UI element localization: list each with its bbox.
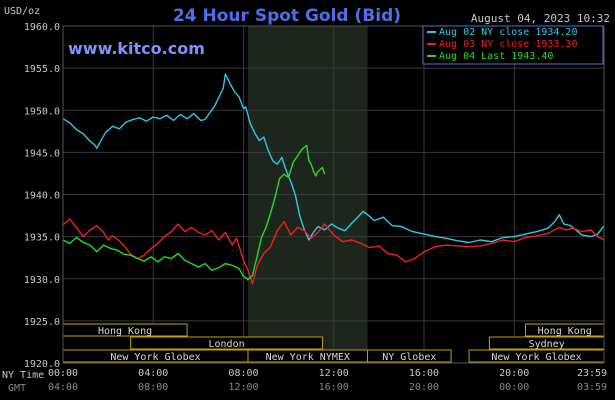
- x-tick-label-ny: 04:00: [138, 368, 168, 379]
- market-bar-label: NY Globex: [382, 352, 436, 363]
- market-bar-label: New York Globex: [110, 352, 200, 363]
- y-tick-label: 1930.0: [24, 275, 60, 286]
- y-tick-label: 1935.0: [24, 233, 60, 244]
- y-tick-label: 1955.0: [24, 64, 60, 75]
- x-tick-label-gmt: 04:00: [48, 382, 78, 393]
- legend-entry-aug04: Aug 04 Last 1943.40: [439, 51, 553, 62]
- x-axis: 00:00 04:00 04:00 08:00 08:00 12:00 12:00 16:00…: [2, 368, 607, 394]
- y-tick-label: 1945.0: [24, 148, 60, 159]
- ny-time-label: NY Time: [2, 370, 44, 381]
- plot-area: Hong Kong Hong Kong London Sydney New York G…: [62, 25, 605, 364]
- y-axis-unit: USD/oz: [4, 6, 40, 17]
- x-tick-label-ny: 12:00: [319, 368, 349, 379]
- x-tick-label-gmt: 16:00: [319, 382, 349, 393]
- series-line-aug04: [62, 144, 326, 281]
- market-bar: [367, 349, 452, 363]
- legend-entry-aug02: Aug 02 NY close 1934.20: [439, 27, 577, 38]
- y-tick-label: 1960.0: [24, 22, 60, 33]
- y-tick-label: 1925.0: [24, 317, 60, 328]
- grid-lines: [62, 25, 604, 364]
- market-bar-label: Hong Kong: [538, 326, 592, 337]
- timestamp: August 04, 2023 10:32: [471, 12, 610, 25]
- x-tick-label-ny: 20:00: [499, 368, 529, 379]
- x-tick-label-ny: 08:00: [228, 368, 258, 379]
- x-tick-label-gmt: 00:00: [499, 382, 529, 393]
- y-tick-label: 1920.0: [24, 359, 60, 370]
- x-tick-label-gmt: 12:00: [228, 382, 258, 393]
- y-tick-label: 1940.0: [24, 191, 60, 202]
- x-tick-label-ny: 23:59: [577, 368, 607, 379]
- y-tick-label: 1950.0: [24, 106, 60, 117]
- watermark: www.kitco.com: [68, 39, 205, 58]
- x-tick-label-gmt: 08:00: [138, 382, 168, 393]
- legend-box: [422, 25, 604, 65]
- y-axis: 1960.0 1955.0 1950.0 1945.0 1940.0 1935.0 1930…: [24, 22, 60, 370]
- market-bar-label: Sydney: [529, 339, 565, 350]
- market-bar-label: New York Globex: [491, 352, 581, 363]
- series-lines: [62, 73, 605, 285]
- market-bar-label: New York NYMEX: [266, 352, 350, 363]
- x-tick-label-ny: 16:00: [409, 368, 439, 379]
- chart-title: 24 Hour Spot Gold (Bid): [173, 6, 401, 26]
- x-tick-label-gmt: 20:00: [409, 382, 439, 393]
- plot-frame: [62, 25, 605, 364]
- x-tick-label-gmt: 03:59: [577, 382, 607, 393]
- legend-entry-aug03: Aug 03 NY close 1933.30: [439, 39, 577, 50]
- series-line-aug02: [62, 73, 605, 244]
- gmt-label: GMT: [8, 383, 26, 394]
- market-bar: [130, 336, 323, 350]
- market-bar-label: Hong Kong: [98, 326, 152, 337]
- market-bar-label: London: [209, 339, 245, 350]
- x-tick-label-ny: 00:00: [48, 368, 78, 379]
